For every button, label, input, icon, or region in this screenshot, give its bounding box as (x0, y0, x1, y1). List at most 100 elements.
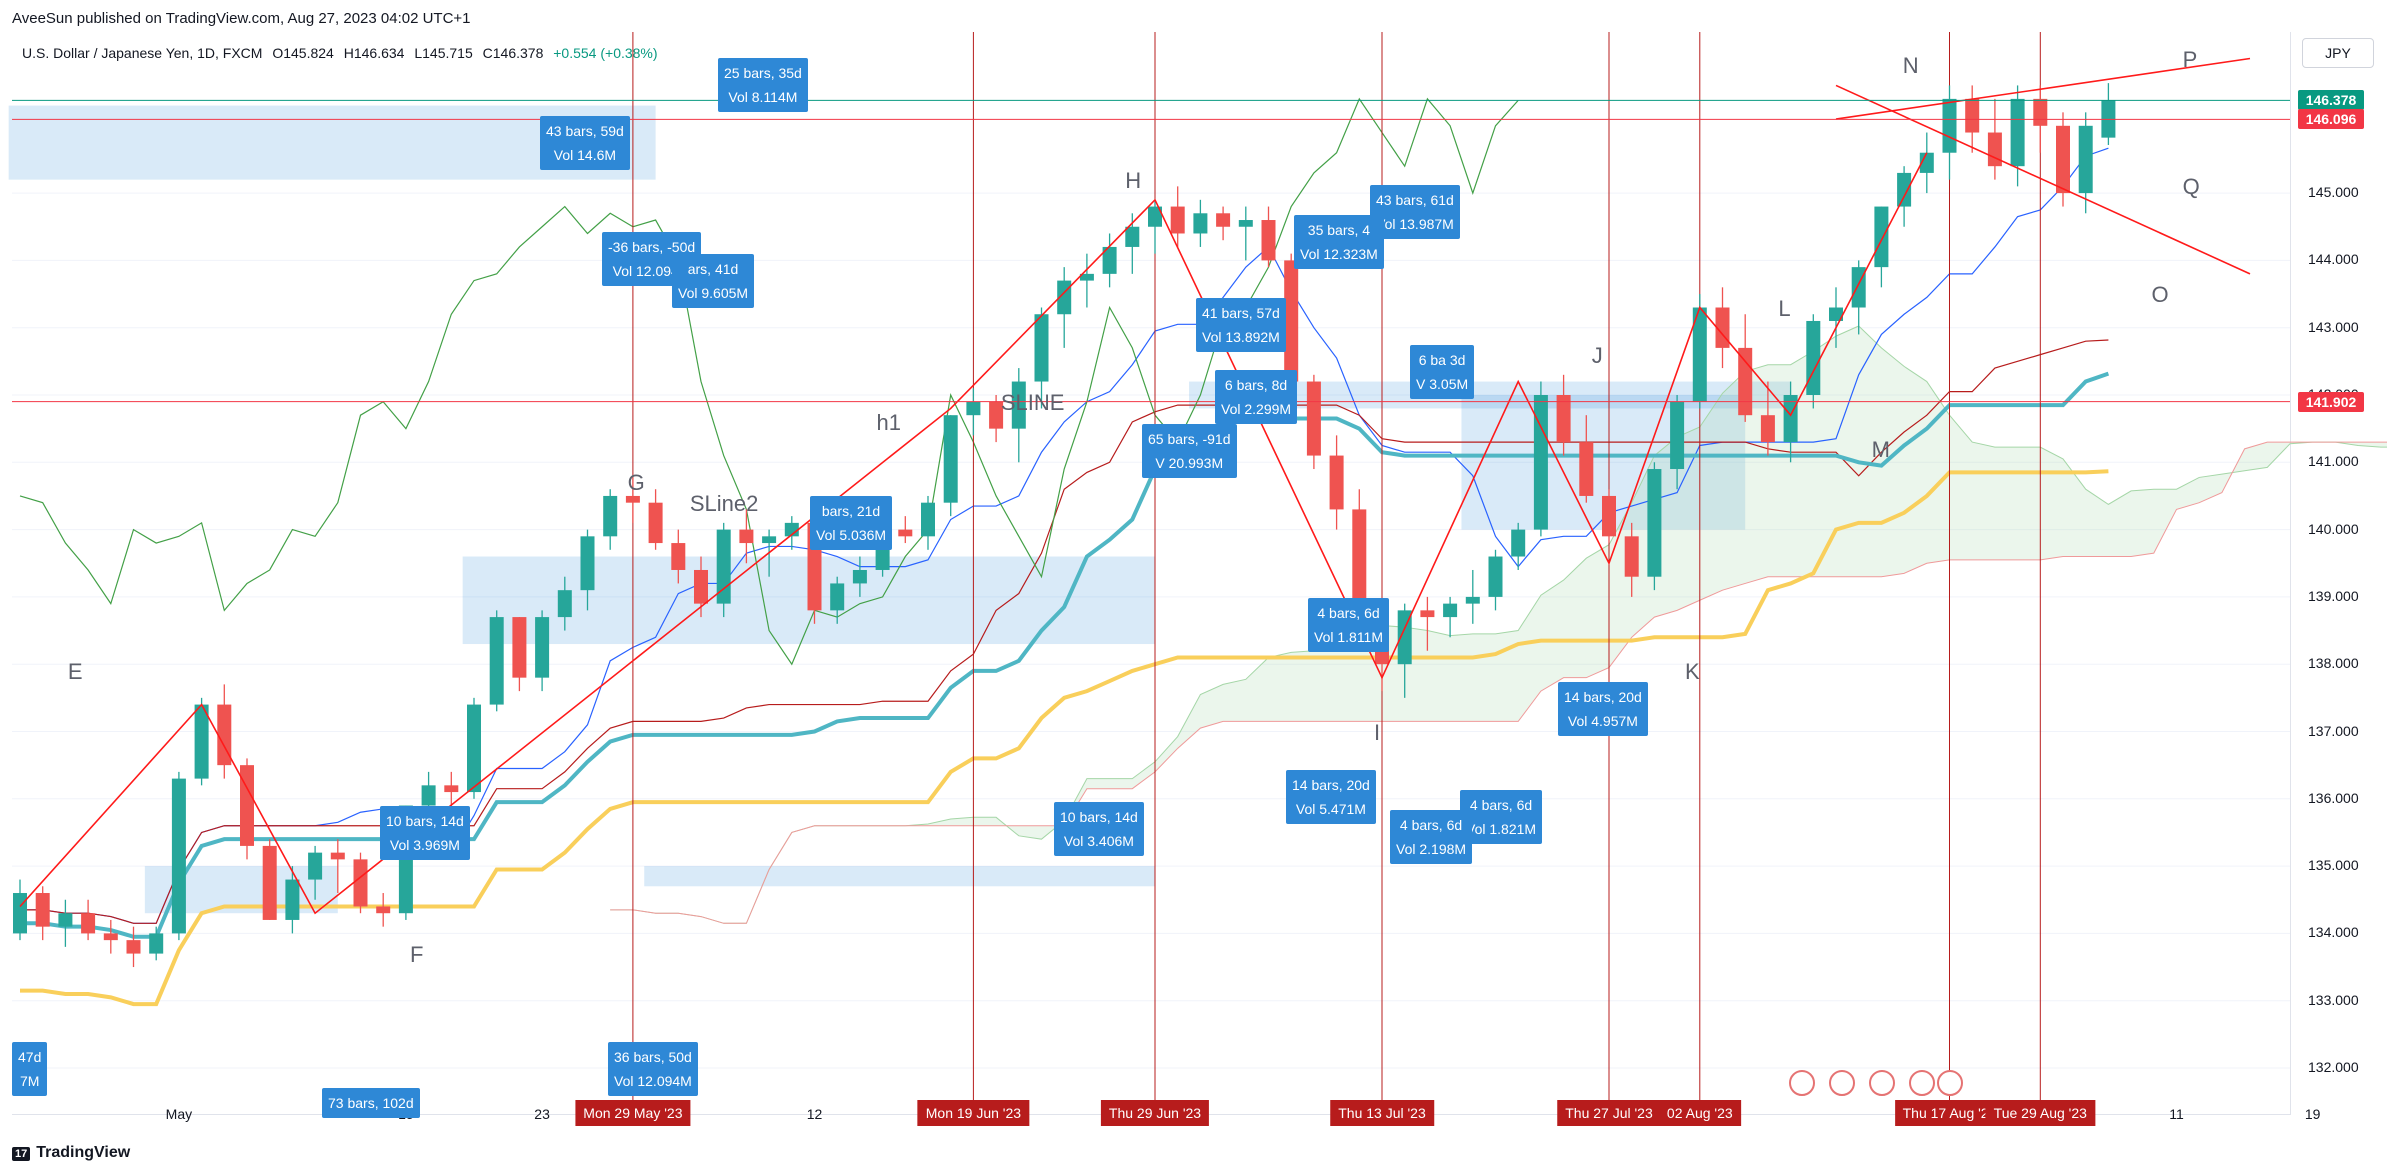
candle-body (1329, 455, 1344, 510)
candle-body (285, 879, 300, 920)
y-tick-label: 138.000 (2308, 655, 2359, 672)
candle-body (966, 401, 981, 416)
candle-body (943, 415, 958, 503)
candle-body (1034, 314, 1049, 382)
candle-body (353, 859, 368, 907)
date-marker-label: Thu 27 Jul '23 (1557, 1100, 1661, 1126)
candle-body (58, 913, 73, 927)
measure-bars: 10 bars, 14d (1060, 809, 1138, 825)
currency-button[interactable]: JPY (2302, 38, 2374, 68)
measure-volume: Vol 5.036M (816, 527, 887, 543)
candle-body (171, 778, 186, 934)
candle-body (989, 401, 1004, 429)
footer-text: TradingView (36, 1144, 131, 1161)
measure-volume: Vol 4.957M (1567, 713, 1638, 729)
candle-body (603, 495, 618, 537)
candle-body (1647, 469, 1662, 577)
measure-volume: Vol 5.471M (1295, 801, 1366, 817)
slow-line (20, 469, 2109, 1007)
y-tick-label: 137.000 (2308, 722, 2359, 739)
candle-body (694, 569, 708, 604)
candle-body (784, 522, 799, 537)
y-tick-label: 140.000 (2308, 520, 2359, 537)
measure-volume: Vol 3.969M (389, 837, 460, 853)
economic-event-icon (1909, 1070, 1935, 1096)
economic-event-icon (1789, 1070, 1815, 1096)
measure-bars: ars, 41d (687, 261, 739, 277)
candle-body (1125, 226, 1140, 247)
measure-box: 43 bars, 59d Vol 14.6M (540, 116, 630, 170)
open-value: O145.824 (272, 45, 334, 61)
candle-body (739, 529, 754, 544)
candle-body (512, 617, 527, 678)
candle-body (625, 495, 640, 503)
candle-body (2056, 125, 2070, 194)
drawing-label-n: N (1902, 53, 1919, 79)
price-label: 146.378 (2298, 90, 2364, 111)
measure-zone (644, 866, 1155, 887)
candle-body (1102, 246, 1117, 274)
measure-volume: Vol 12.094M (614, 1073, 692, 1089)
y-tick-label: 144.000 (2308, 251, 2359, 268)
candle-body (852, 569, 867, 584)
y-tick-label: 136.000 (2308, 789, 2359, 806)
measure-volume: Vol 13.892M (1202, 329, 1280, 345)
drawing-label-e: E (67, 658, 83, 684)
x-tick-label: May (165, 1106, 193, 1122)
candle-body (1170, 206, 1185, 234)
y-tick-label: 135.000 (2308, 857, 2359, 874)
measure-bars: 6 bars, 8d (1224, 377, 1288, 393)
candle-body (1216, 213, 1231, 227)
candle-body (1306, 381, 1321, 456)
footer-brand: 17 TradingView (12, 1144, 130, 1162)
drawing-label-f: F (409, 941, 424, 967)
price-label: 146.096 (2298, 109, 2364, 130)
lower-trendline (1835, 84, 2251, 275)
candle-body (1533, 395, 1548, 530)
measure-box: bars, 21d Vol 5.036M (810, 496, 893, 550)
candle-body (103, 933, 118, 941)
candle-body (81, 913, 96, 934)
baseline-line (20, 371, 2110, 939)
candle-body (580, 536, 595, 591)
candle-body (1874, 206, 1889, 268)
ichimoku-cloud (610, 326, 2387, 924)
measure-volume: V 3.05M (1416, 376, 1469, 392)
x-tick-label: 19 (2304, 1106, 2321, 1122)
x-tick-label: 23 (534, 1106, 550, 1122)
measure-box: 4 bars, 6d Vol 2.198M (1390, 810, 1473, 864)
measure-volume: Vol 13.987M (1376, 216, 1454, 232)
y-tick-label: 134.000 (2308, 924, 2359, 941)
drawing-label-k: K (1685, 658, 1700, 684)
drawing-label-l: L (1778, 295, 1791, 321)
candle-body (1987, 132, 2002, 167)
date-marker-label: Mon 19 Jun '23 (917, 1100, 1030, 1126)
candle-body (126, 940, 141, 954)
measure-box: 43 bars, 61d Vol 13.987M (1370, 185, 1460, 239)
measure-bars: 25 bars, 35d (724, 65, 802, 81)
measure-box: 41 bars, 57d Vol 13.892M (1196, 298, 1286, 352)
low-value: L145.715 (414, 45, 473, 61)
measure-bars: 4 bars, 6d (1469, 797, 1533, 813)
candle-body (217, 704, 232, 766)
measure-volume: Vol 8.114M (728, 89, 798, 105)
candle-body (1511, 529, 1526, 557)
price-axis[interactable] (2290, 32, 2387, 1114)
candle-body (1760, 415, 1775, 443)
measure-box: 14 bars, 20d Vol 5.471M (1286, 770, 1376, 824)
measure-volume: Vol 1.811M (1314, 629, 1384, 645)
y-tick-label: 141.000 (2308, 453, 2359, 470)
candle-body (2033, 98, 2048, 126)
candle-body (308, 852, 323, 880)
drawing-label-p: P (2182, 46, 2198, 72)
y-tick-label: 132.000 (2308, 1059, 2359, 1075)
measure-volume: Vol 2.198M (1396, 841, 1467, 857)
candle-body (898, 529, 913, 537)
measure-bars: 47d (18, 1049, 42, 1065)
measure-box: 47d 7M (12, 1042, 48, 1096)
measure-box: 35 bars, 4 Vol 12.323M (1294, 215, 1384, 269)
measure-volume: Vol 12.094M (612, 263, 691, 279)
candle-body (1624, 536, 1639, 577)
x-tick-label: 12 (806, 1106, 823, 1122)
